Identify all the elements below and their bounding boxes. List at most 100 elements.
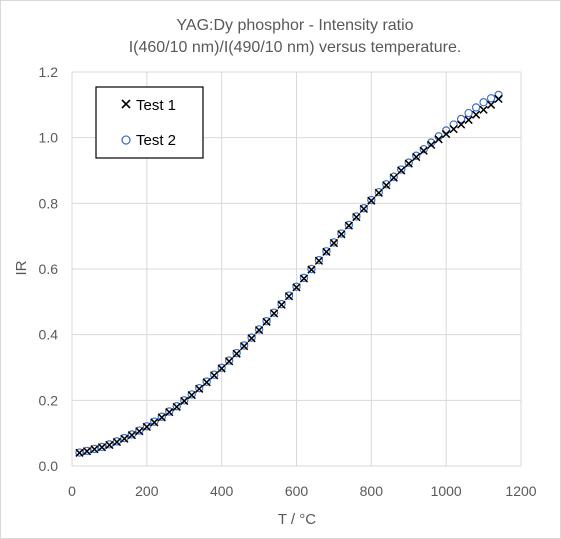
data-point-test-1 [172, 402, 181, 412]
data-point-test-1 [382, 181, 391, 190]
data-point-test-1 [367, 196, 376, 205]
data-point-test-2 [90, 444, 99, 454]
data-point-test-1 [202, 378, 211, 387]
data-point-test-1 [389, 173, 398, 182]
data-point-test-1 [269, 309, 279, 318]
data-point-test-1 [142, 422, 151, 432]
data-point-test-2 [239, 341, 249, 350]
data-point-test-2 [464, 108, 473, 118]
data-point-test-2 [142, 422, 152, 431]
data-point-test-2 [187, 390, 196, 399]
data-point-test-1 [322, 247, 331, 257]
data-point-test-1 [157, 413, 166, 422]
data-point-test-1 [232, 349, 241, 358]
data-point-test-2 [75, 448, 84, 457]
legend-marker-test-1 [121, 99, 131, 109]
data-point-test-2 [382, 180, 391, 189]
x-tick-label: 600 [285, 483, 309, 499]
data-point-test-2 [180, 396, 189, 405]
x-tick-label: 1200 [505, 483, 536, 499]
data-point-test-2 [150, 417, 159, 426]
data-point-test-2 [262, 317, 271, 326]
x-tick-label: 200 [135, 483, 159, 499]
y-tick-label: 1.0 [39, 130, 59, 146]
data-point-test-1 [419, 146, 428, 155]
data-point-test-2 [322, 247, 331, 256]
data-point-test-1 [180, 396, 189, 406]
data-point-test-2 [486, 94, 496, 103]
data-point-test-1 [254, 325, 264, 335]
data-point-test-2 [247, 333, 256, 342]
y-tick-label: 0.8 [39, 195, 59, 211]
data-point-test-1 [307, 265, 316, 274]
data-point-test-1 [359, 204, 368, 214]
data-point-test-2 [314, 255, 324, 265]
data-point-test-2 [195, 383, 204, 393]
data-point-test-1 [457, 120, 466, 129]
data-point-test-1 [239, 342, 249, 351]
data-point-test-1 [120, 434, 129, 443]
data-point-test-2 [217, 363, 226, 373]
data-point-test-1 [195, 384, 204, 393]
data-point-test-2 [232, 348, 241, 358]
x-tick-label: 0 [68, 483, 76, 499]
data-point-test-2 [419, 144, 428, 154]
y-tick-label: 1.2 [39, 64, 59, 80]
data-point-test-1 [427, 140, 436, 150]
data-point-test-2 [97, 442, 107, 452]
data-point-test-2 [82, 446, 92, 456]
data-point-test-2 [224, 356, 234, 365]
data-point-test-1 [105, 440, 114, 450]
data-point-test-1 [344, 221, 354, 230]
data-point-test-2 [269, 308, 279, 317]
data-point-test-1 [352, 212, 361, 222]
x-axis-label: T / °C [278, 511, 316, 528]
data-point-test-2 [254, 325, 264, 334]
data-point-test-2 [165, 407, 174, 416]
data-point-test-1 [479, 105, 488, 114]
data-point-test-2 [292, 282, 301, 291]
data-point-test-1 [284, 292, 294, 301]
data-point-test-2 [359, 204, 369, 213]
y-tick-label: 0.6 [39, 261, 59, 277]
data-point-test-1 [449, 124, 458, 134]
data-point-test-1 [82, 447, 92, 456]
data-point-test-2 [172, 402, 181, 411]
data-point-test-2 [202, 377, 211, 386]
data-point-test-2 [352, 212, 361, 221]
chart-title-line-2: I(460/10 nm)/I(490/10 nm) versus tempera… [129, 39, 462, 56]
data-point-test-1 [112, 437, 122, 447]
data-point-test-2 [389, 172, 398, 181]
data-point-test-1 [494, 94, 503, 104]
legend-marker-test-2 [121, 135, 131, 145]
data-point-test-2 [307, 264, 316, 274]
data-point-test-2 [337, 229, 346, 238]
data-point-test-2 [456, 114, 466, 124]
series-layer [75, 90, 503, 457]
legend-label-test-2: Test 2 [136, 132, 176, 149]
y-tick-label: 0.0 [39, 458, 59, 474]
data-point-test-1 [187, 390, 196, 400]
data-point-test-1 [217, 364, 226, 373]
data-point-test-2 [479, 98, 488, 107]
data-point-test-2 [494, 90, 503, 100]
data-point-test-1 [404, 159, 413, 168]
legend-box [95, 86, 204, 159]
data-point-test-1 [210, 371, 219, 380]
data-point-test-2 [404, 158, 413, 167]
y-axis-ticks: 0.0 0.2 0.4 0.6 0.8 1.0 1.2 [39, 64, 59, 474]
data-point-test-1 [412, 152, 421, 162]
x-tick-label: 1000 [431, 483, 462, 499]
data-point-test-2 [277, 299, 286, 309]
data-point-test-1 [247, 334, 256, 343]
data-point-test-2 [471, 103, 481, 112]
y-axis-label: IR [13, 260, 30, 275]
y-tick-label: 0.2 [39, 392, 59, 408]
data-point-test-1 [277, 300, 286, 309]
data-point-test-1 [75, 448, 84, 457]
data-point-test-2 [112, 437, 122, 446]
data-point-test-2 [157, 412, 166, 421]
data-point-test-1 [471, 110, 481, 119]
data-point-test-1 [262, 317, 271, 326]
legend: Test 1 Test 2 [95, 86, 204, 159]
